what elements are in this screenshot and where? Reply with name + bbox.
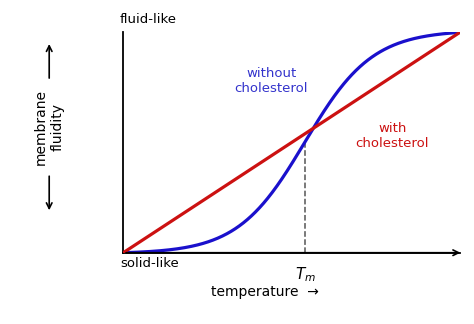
Text: temperature  →: temperature → — [210, 285, 319, 299]
Text: with
cholesterol: with cholesterol — [356, 122, 429, 150]
Text: fluid-like: fluid-like — [120, 13, 177, 26]
Text: without
cholesterol: without cholesterol — [235, 67, 308, 95]
Text: $T_m$: $T_m$ — [294, 265, 315, 284]
Text: solid-like: solid-like — [120, 257, 179, 270]
Text: membrane
fluidity: membrane fluidity — [34, 89, 64, 165]
